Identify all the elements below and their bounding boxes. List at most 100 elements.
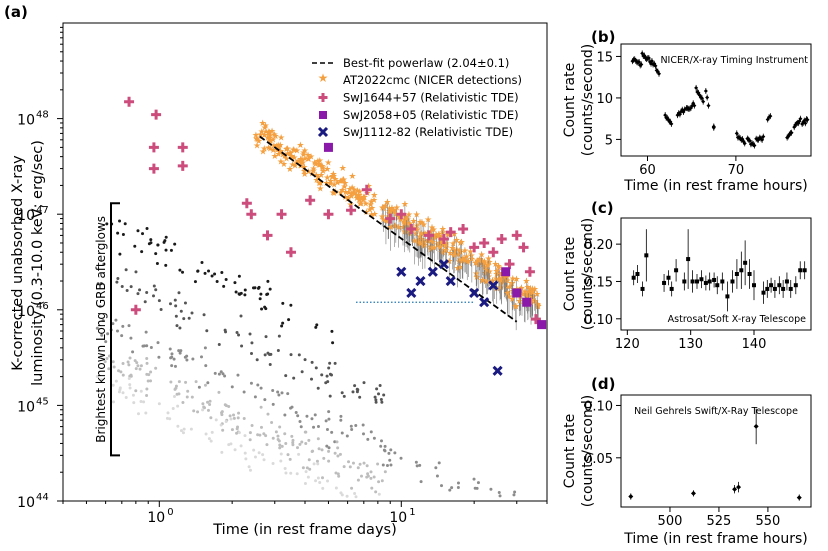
grb-afterglow-point [340,431,344,435]
at2022cmc-point: ★ [298,156,306,166]
at2022cmc-point: ★ [521,288,529,298]
at2022cmc-point: ★ [359,193,367,203]
grb-afterglow-point [223,328,227,332]
at2022cmc-point: ★ [502,272,510,282]
grb-afterglow-point [157,299,161,303]
grb-afterglow-point [247,465,251,469]
grb-afterglow-point [382,393,386,397]
panel-b-frame [620,43,812,157]
grb-afterglow-point [355,390,359,394]
nicer-point [803,121,808,126]
grb-afterglow-point [200,260,204,264]
grb-afterglow-point [178,351,182,355]
grb-afterglow-point [334,486,338,490]
x-tick-label: 550 [755,514,780,529]
astrosat-point [752,283,756,288]
astrosat-point [669,286,674,291]
grb-afterglow-point [259,405,263,409]
grb-afterglow-point [118,219,122,223]
grb-afterglow-point [280,444,284,448]
at2022cmc-point: ★ [435,239,443,249]
grb-afterglow-point [102,262,106,266]
at2022cmc-point: ★ [260,131,268,141]
at2022cmc-point: ★ [261,124,269,134]
y-tick-label: 0.05 [584,452,613,467]
grb-afterglow-point [169,380,173,384]
grb-afterglow-point [286,453,290,457]
grb-afterglow-point [208,399,212,403]
grb-afterglow-point [307,438,311,442]
grb-afterglow-point [117,390,121,394]
at2022cmc-point: ★ [355,196,363,206]
at2022cmc-point: ★ [420,221,428,231]
at2022cmc-point: ★ [479,276,487,286]
grb-afterglow-point [106,332,110,336]
grb-afterglow-point [208,402,212,406]
at2022cmc-point: ★ [271,152,279,162]
swj1112-point [415,275,426,287]
astrosat-point [635,272,640,276]
x-tick-label: 60 [639,163,656,178]
astrosat-point [777,283,782,288]
x-tick-label-exp: 1 [409,507,415,518]
grb-afterglow-point [327,446,331,450]
swj1644-point [285,247,296,258]
grb-afterglow-point [165,416,169,420]
grb-afterglow-point [381,463,385,467]
at2022cmc-point: ★ [330,172,338,182]
grb-afterglow-point [104,340,108,344]
at2022cmc-point: ★ [417,230,425,240]
grb-afterglow-point [265,443,269,447]
grb-afterglow-point [163,239,167,243]
grb-afterglow-point [278,425,282,429]
at2022cmc-point: ★ [253,136,261,146]
grb-afterglow-point [227,404,231,408]
grb-afterglow-point [268,352,272,356]
grb-afterglow-point [193,280,197,284]
grb-afterglow-point [356,478,360,482]
at2022cmc-point: ★ [466,247,474,257]
at2022cmc-point: ★ [299,150,307,160]
grb-afterglow-point [239,314,243,318]
grb-afterglow-point [345,494,349,498]
grb-afterglow-point [173,242,177,246]
grb-afterglow-point [369,470,373,474]
at2022cmc-point: ★ [329,189,337,199]
at2022cmc-point: ★ [275,150,283,160]
grb-afterglow-point [259,425,263,429]
at2022cmc-point: ★ [448,244,456,254]
grb-afterglow-point [377,392,381,396]
at2022cmc-point: ★ [319,167,327,177]
grb-afterglow-point [232,413,236,417]
grb-afterglow-point [303,481,307,485]
y-tick-label-exp: 47 [36,205,49,216]
grb-afterglow-point [315,323,319,327]
at2022cmc-point: ★ [452,236,460,246]
astrosat-point [662,280,667,285]
at2022cmc-point: ★ [304,155,312,165]
grb-afterglow-point [315,459,319,463]
grb-afterglow-point [237,333,241,337]
grb-afterglow-point [170,364,174,368]
at2022cmc-point: ★ [459,256,467,266]
at2022cmc-point: ★ [366,200,374,210]
grb-afterglow-point [263,305,267,309]
at2022cmc-point: ★ [304,168,312,178]
grb-afterglow-point [355,387,359,391]
at2022cmc-point: ★ [390,207,398,217]
grb-afterglow-point [271,436,275,440]
grb-afterglow-point [201,408,205,412]
nicer-point [805,117,810,122]
at2022cmc-point: ★ [461,246,469,256]
at2022cmc-point: ★ [350,189,358,199]
astrosat-point [686,257,691,262]
grb-afterglow-point [121,232,125,236]
at2022cmc-point: ★ [509,274,517,284]
grb-afterglow-point [300,370,304,374]
grb-afterglow-point [164,248,168,252]
at2022cmc-point: ★ [413,210,421,220]
at2022cmc-point: ★ [379,216,387,226]
grb-afterglow-point [136,412,140,416]
grb-afterglow-point [128,383,132,387]
at2022cmc-point: ★ [401,218,409,228]
